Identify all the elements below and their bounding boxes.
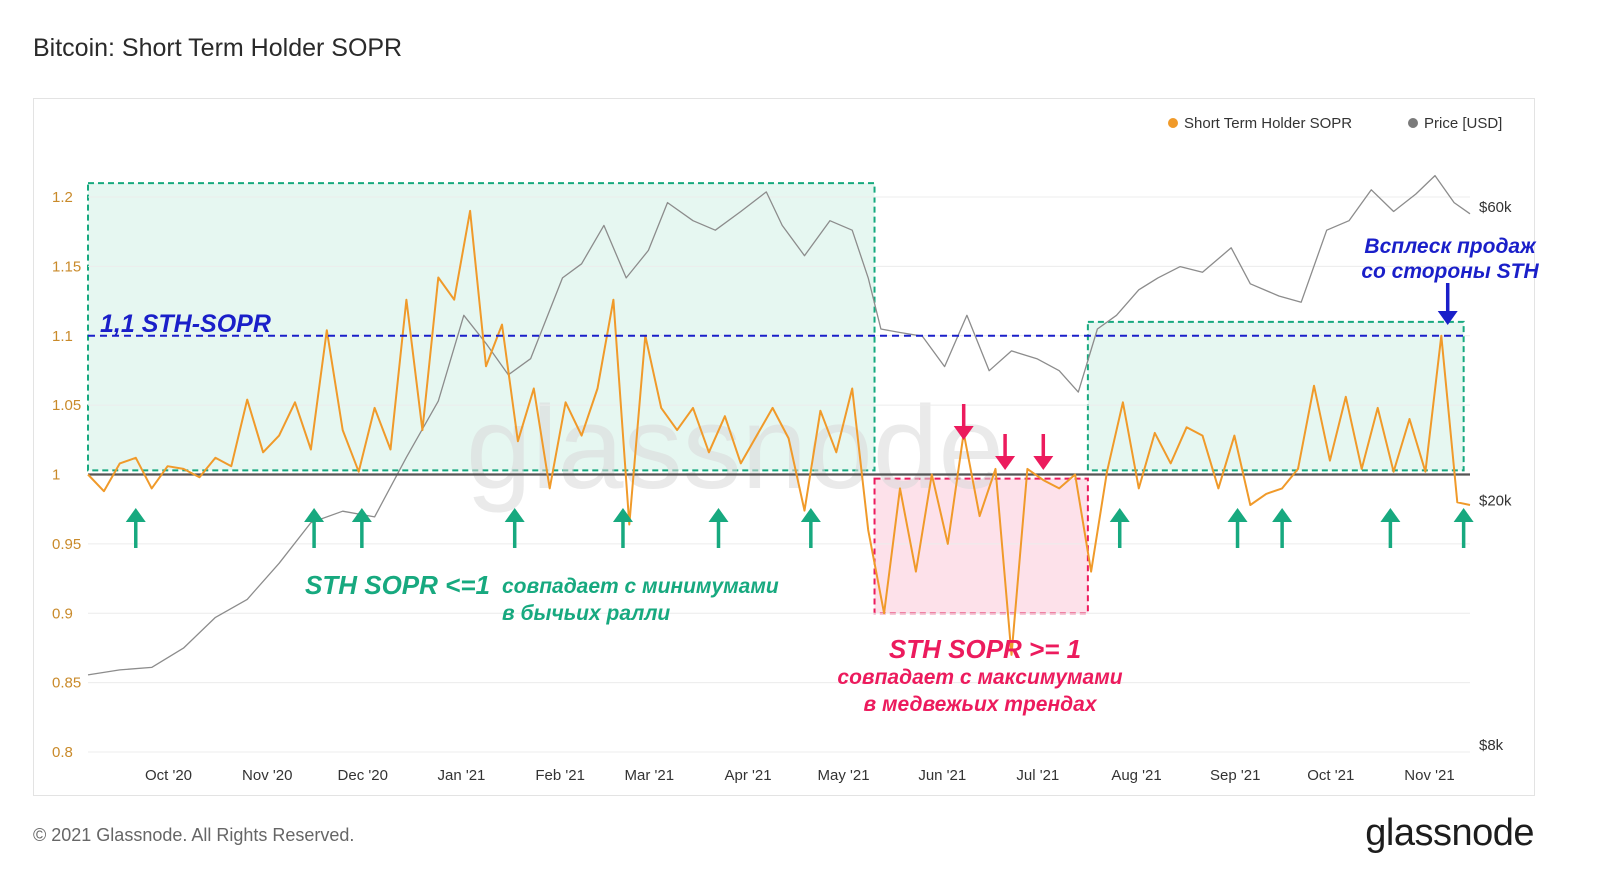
x-tick-label: Nov '21 <box>1404 767 1454 784</box>
arrow-head <box>1227 508 1248 522</box>
green-arrow-up <box>612 508 633 548</box>
green-arrow-up <box>304 508 325 548</box>
arrow-head <box>304 508 325 522</box>
page-title: Bitcoin: Short Term Holder SOPR <box>33 34 403 62</box>
axis-layer: 0.8 0.85 0.9 0.95 1 1.05 1.1 1.15 1.2 $8k $20k $60k… <box>52 189 1512 784</box>
green-arrow-up <box>351 508 372 548</box>
x-tick-label: Oct '20 <box>145 767 192 784</box>
blue-annotation-line2: со стороны STH <box>1361 260 1539 283</box>
arrow-head <box>1272 508 1293 522</box>
y-left-tick-label: 0.9 <box>52 605 73 622</box>
green-box-late <box>1086 320 1465 472</box>
series-layer <box>87 174 1471 676</box>
green-annotation-main: STH SOPR <=1 <box>305 570 490 600</box>
x-tick-label: Jun '21 <box>918 767 966 784</box>
arrow-head <box>800 508 821 522</box>
x-tick-label: Jan '21 <box>438 767 486 784</box>
y-left-tick-label: 1.1 <box>52 328 73 345</box>
green-arrow-up <box>1272 508 1293 548</box>
arrow-head <box>995 456 1016 470</box>
arrow-head <box>504 508 525 522</box>
y-left-tick-label: 1.2 <box>52 189 73 206</box>
arrow-head <box>1033 456 1054 470</box>
arrow-head <box>1380 508 1401 522</box>
hline-label: 1,1 STH-SOPR <box>100 310 271 338</box>
arrow-head <box>708 508 729 522</box>
green-arrow-up <box>125 508 146 548</box>
y-left-tick-label: 1 <box>52 467 60 484</box>
sopr-series-line <box>87 209 1471 656</box>
chart-panel <box>33 98 1535 796</box>
x-tick-label: Sep '21 <box>1210 767 1260 784</box>
legend-price-label: Price [USD] <box>1424 115 1502 132</box>
green-annotation-line1: совпадает с минимумами <box>502 575 779 598</box>
pink-annotation-line2: в медвежьих трендах <box>863 693 1097 716</box>
blue-annotation-line1: Всплеск продаж <box>1364 235 1537 258</box>
glassnode-logo: glassnode <box>1365 812 1534 854</box>
arrow-head <box>1109 508 1130 522</box>
y-right-tick-label: $60k <box>1479 199 1512 216</box>
green-arrow-up <box>1227 508 1248 548</box>
arrow-head <box>1453 508 1474 522</box>
y-left-tick-label: 1.05 <box>52 397 81 414</box>
legend-sopr-label: Short Term Holder SOPR <box>1184 115 1352 132</box>
copyright-footer: © 2021 Glassnode. All Rights Reserved. <box>33 825 355 845</box>
y-left-tick-label: 0.85 <box>52 675 81 692</box>
legend-price-dot <box>1408 118 1418 128</box>
x-tick-label: Nov '20 <box>242 767 292 784</box>
x-tick-label: Oct '21 <box>1307 767 1354 784</box>
arrow-head <box>125 508 146 522</box>
pink-arrow-down <box>1033 434 1054 470</box>
legend: Short Term Holder SOPR Price [USD] <box>1168 115 1502 132</box>
y-right-tick-label: $20k <box>1479 492 1512 509</box>
annotation-layer <box>88 283 1474 548</box>
legend-sopr-dot <box>1168 118 1178 128</box>
blue-arrow-down <box>1437 283 1458 325</box>
pink-arrow-down <box>953 404 974 440</box>
green-arrow-up <box>504 508 525 548</box>
y-left-tick-label: 0.95 <box>52 536 81 553</box>
green-arrow-up <box>1453 508 1474 548</box>
green-arrow-up <box>800 508 821 548</box>
pink-annotation-line1: совпадает с максимумами <box>837 666 1122 689</box>
x-tick-label: Jul '21 <box>1016 767 1059 784</box>
pink-annotation-main: STH SOPR >= 1 <box>889 634 1081 664</box>
pink-arrow-down <box>995 434 1016 470</box>
arrow-head <box>351 508 372 522</box>
green-arrow-up <box>1380 508 1401 548</box>
green-arrow-up <box>1109 508 1130 548</box>
x-tick-label: Dec '20 <box>338 767 388 784</box>
arrow-head <box>953 426 974 440</box>
x-tick-label: Apr '21 <box>725 767 772 784</box>
y-left-tick-label: 0.8 <box>52 744 73 761</box>
price-series-line <box>87 174 1471 676</box>
x-tick-label: Aug '21 <box>1111 767 1161 784</box>
arrow-head <box>1437 311 1458 325</box>
y-left-tick-label: 1.15 <box>52 258 81 275</box>
green-annotation-line2: в бычьих ралли <box>502 602 670 625</box>
x-tick-label: May '21 <box>818 767 870 784</box>
x-tick-label: Mar '21 <box>625 767 675 784</box>
y-right-tick-label: $8k <box>1479 737 1504 754</box>
arrow-head <box>612 508 633 522</box>
green-arrow-up <box>708 508 729 548</box>
x-tick-label: Feb '21 <box>535 767 585 784</box>
